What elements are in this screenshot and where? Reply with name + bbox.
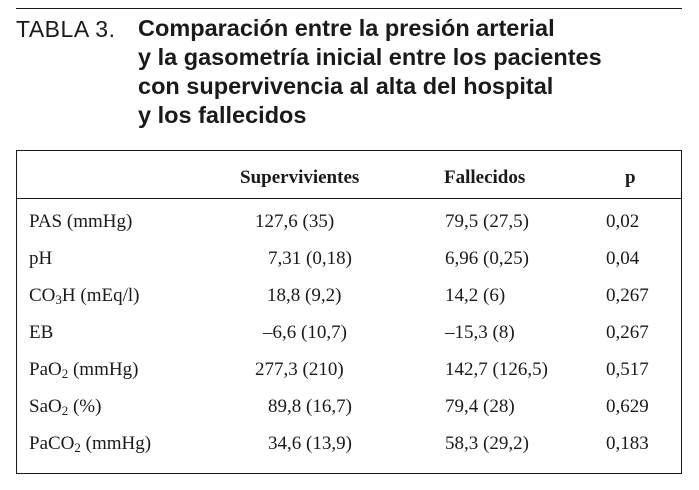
row-label: PaO2 (mmHg) bbox=[29, 359, 138, 381]
row-label: EB bbox=[29, 322, 54, 343]
cell-supervivientes: 277,3 (210) bbox=[255, 359, 344, 380]
cell-fallecidos: –15,3 (8) bbox=[445, 322, 515, 343]
cell-p: 0,517 bbox=[606, 359, 649, 380]
label-subscript: 3 bbox=[55, 292, 62, 307]
cell-fallecidos: 142,7 (126,5) bbox=[445, 359, 548, 380]
cell-supervivientes: 89,8 (16,7) bbox=[268, 396, 352, 417]
cell-fallecidos: 58,3 (29,2) bbox=[445, 433, 529, 454]
caption-title-line: y los fallecidos bbox=[138, 102, 307, 128]
header-fallecidos: Fallecidos bbox=[444, 167, 526, 188]
data-table: Supervivientes Fallecidos p PAS (mmHg) 1… bbox=[16, 150, 682, 474]
caption-title-line: Comparación entre la presión arterial bbox=[138, 15, 555, 41]
caption-label: TABLA 3. bbox=[16, 16, 116, 42]
label-rest: H (mEq/l) bbox=[61, 285, 140, 306]
caption-title: Comparación entre la presión arterial y … bbox=[138, 14, 602, 130]
cell-supervivientes: 18,8 (9,2) bbox=[267, 285, 342, 306]
cell-p: 0,267 bbox=[606, 285, 649, 306]
label-base: SaO bbox=[29, 396, 62, 417]
caption-title-line: con supervivencia al alta del hospital bbox=[138, 73, 554, 99]
label-subscript: 2 bbox=[74, 440, 81, 455]
cell-supervivientes: 127,6 (35) bbox=[255, 211, 335, 232]
row-label: SaO2 (%) bbox=[29, 396, 101, 418]
row-label: CO3H (mEq/l) bbox=[29, 285, 139, 307]
header-supervivientes: Supervivientes bbox=[240, 167, 360, 188]
cell-fallecidos: 14,2 (6) bbox=[445, 285, 506, 306]
cell-p: 0,04 bbox=[606, 248, 640, 269]
cell-supervivientes: 7,31 (0,18) bbox=[268, 248, 352, 269]
cell-supervivientes: –6,6 (10,7) bbox=[263, 322, 347, 343]
label-rest: (mmHg) bbox=[80, 433, 152, 454]
cell-fallecidos: 79,5 (27,5) bbox=[445, 211, 529, 232]
label-base: PaO bbox=[29, 359, 62, 380]
cell-p: 0,267 bbox=[606, 322, 649, 343]
row-label: pH bbox=[29, 248, 53, 269]
cell-p: 0,629 bbox=[606, 396, 649, 417]
header-rule bbox=[17, 198, 681, 199]
label-base: CO bbox=[29, 285, 56, 306]
row-label: PAS (mmHg) bbox=[29, 211, 133, 232]
cell-supervivientes: 34,6 (13,9) bbox=[268, 433, 352, 454]
row-label: PaCO2 (mmHg) bbox=[29, 433, 151, 455]
label-subscript: 2 bbox=[61, 403, 69, 418]
label-rest: (%) bbox=[68, 396, 102, 417]
label-subscript: 2 bbox=[61, 366, 69, 381]
label-base: PaCO bbox=[29, 433, 75, 454]
header-p: p bbox=[625, 167, 636, 188]
cell-p: 0,02 bbox=[606, 211, 640, 232]
cell-fallecidos: 6,96 (0,25) bbox=[445, 248, 529, 269]
label-rest: (mmHg) bbox=[68, 359, 139, 380]
caption-title-line: y la gasometría inicial entre los pacien… bbox=[138, 44, 602, 70]
top-rule bbox=[16, 8, 682, 9]
cell-fallecidos: 79,4 (28) bbox=[445, 396, 515, 417]
cell-p: 0,183 bbox=[606, 433, 649, 454]
